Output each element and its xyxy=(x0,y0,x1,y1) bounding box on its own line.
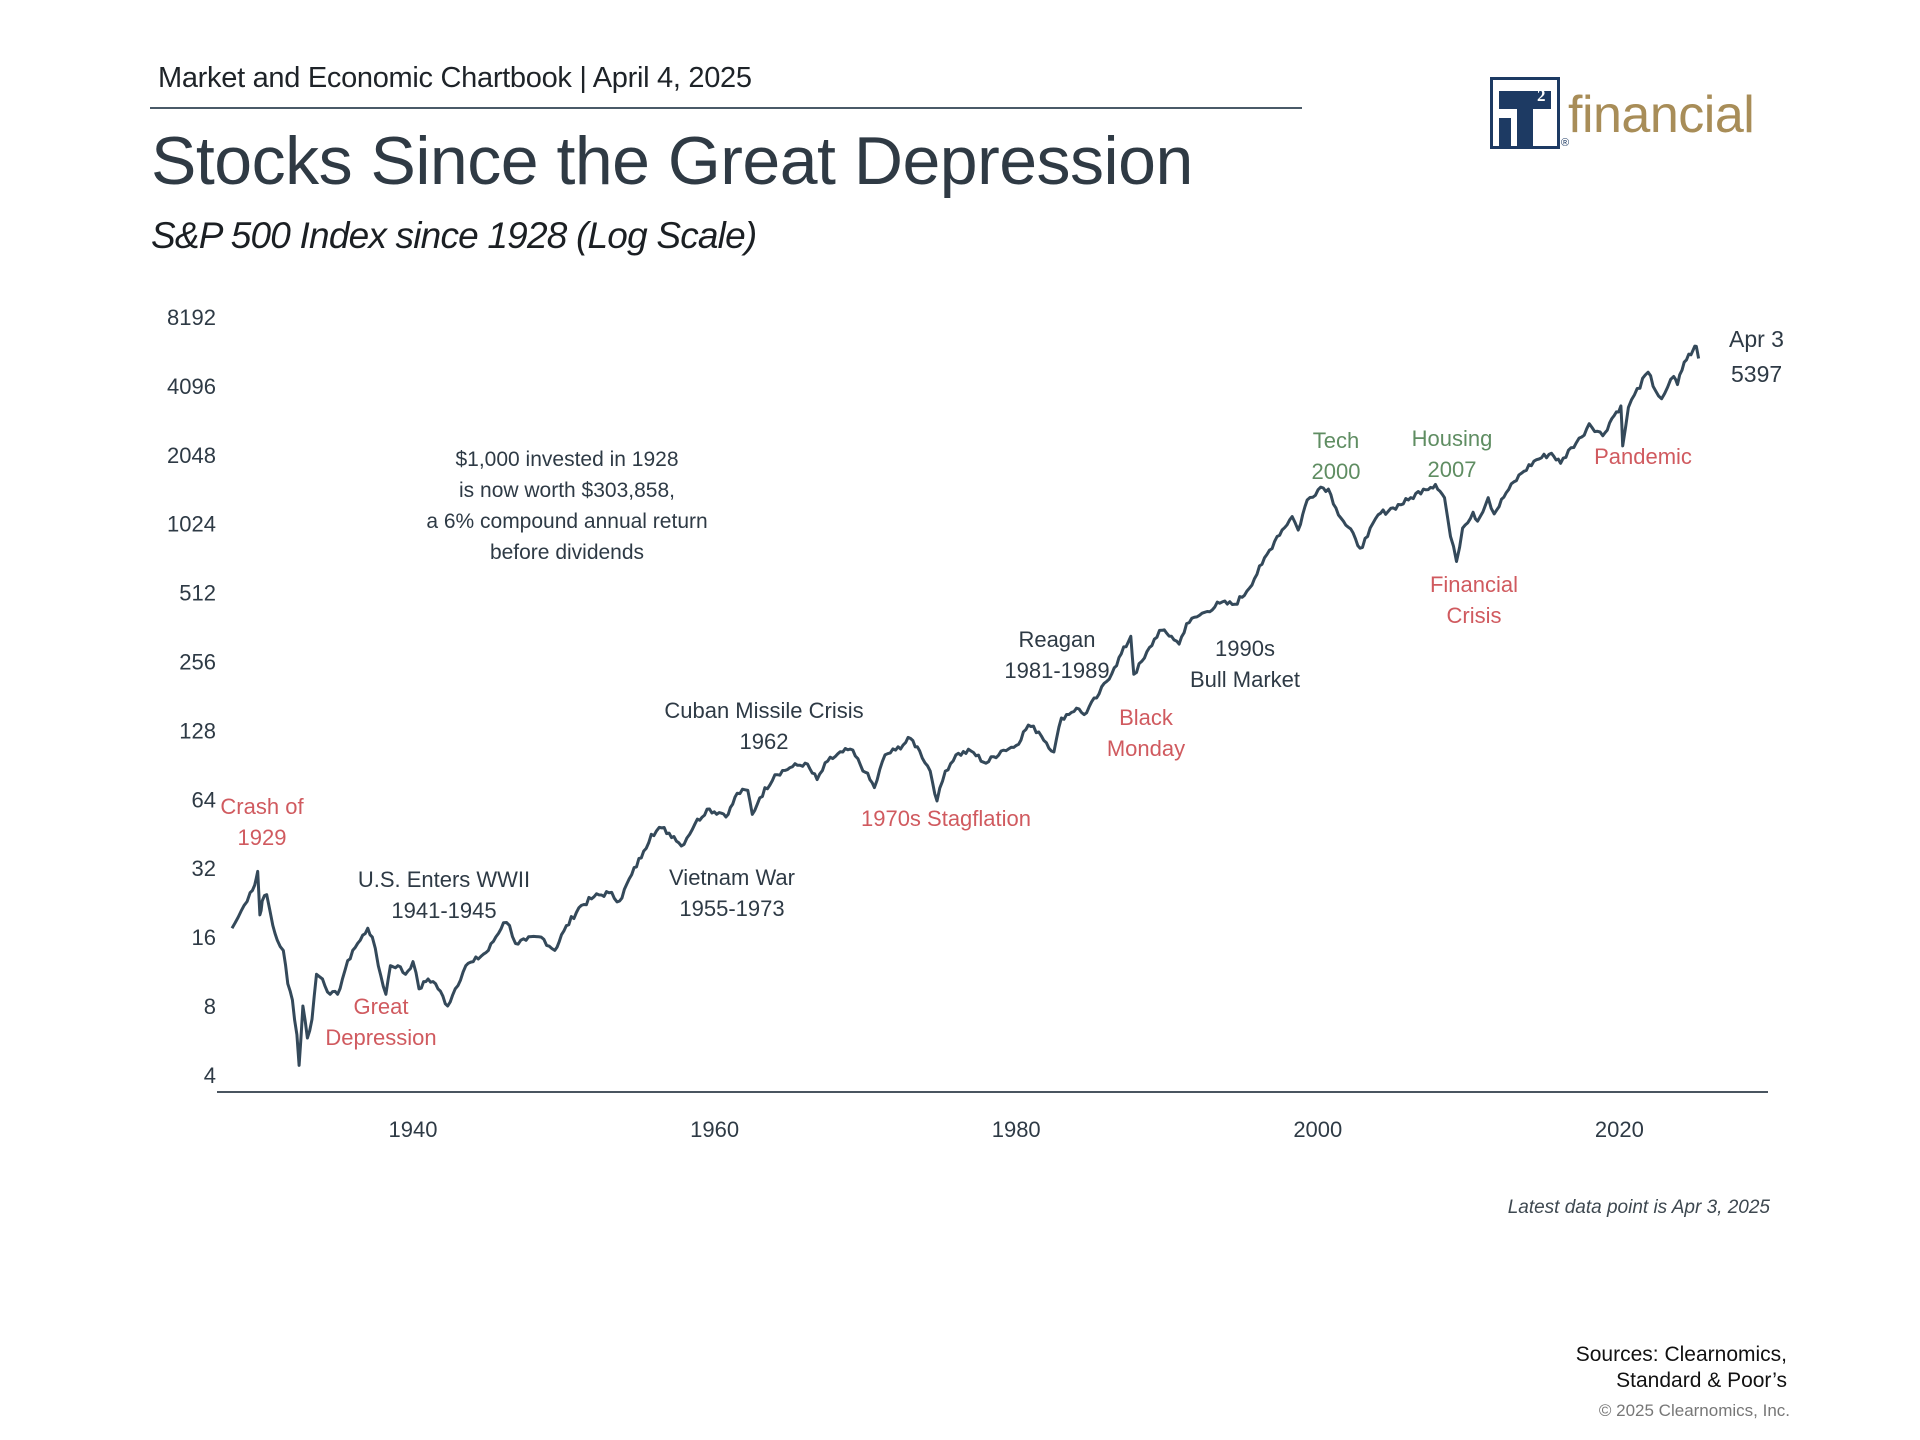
y-tick-label: 512 xyxy=(179,581,216,606)
latest-data-note: Latest data point is Apr 3, 2025 xyxy=(1507,1197,1770,1218)
annotation-line: U.S. Enters WWII xyxy=(358,867,530,892)
annotation-line: 2007 xyxy=(1428,457,1477,482)
y-tick-label: 4096 xyxy=(167,374,216,399)
annotation-reagan: Reagan 1981-1989 xyxy=(1004,627,1109,683)
annotation-cuban: Cuban Missile Crisis 1962 xyxy=(664,698,863,754)
y-tick-label: 256 xyxy=(179,650,216,675)
x-axis-ticks: 1940 1960 1980 2000 2020 xyxy=(389,1117,1644,1142)
y-tick-label: 1024 xyxy=(167,512,216,537)
annotation-line: Reagan xyxy=(1018,627,1095,652)
annotation-stagflation: 1970s Stagflation xyxy=(861,806,1031,831)
annotation-line: a 6% compound annual return xyxy=(426,510,707,533)
annotation-line: 1962 xyxy=(740,729,789,754)
annotation-line: 1981-1989 xyxy=(1004,658,1109,683)
annotation-line: 2000 xyxy=(1312,459,1361,484)
annotation-line: Bull Market xyxy=(1190,667,1300,692)
logo-wordmark: financial xyxy=(1568,86,1755,144)
y-tick-label: 128 xyxy=(179,718,216,743)
annotation-line: Black xyxy=(1119,705,1174,730)
annotation-line: Housing xyxy=(1412,426,1493,451)
annotation-line: Crash of xyxy=(220,794,304,819)
annotation-line: Depression xyxy=(325,1025,436,1050)
annotation-line: Cuban Missile Crisis xyxy=(664,698,863,723)
header-divider xyxy=(150,107,1302,109)
annotation-line: 1955-1973 xyxy=(679,896,784,921)
annotation-line: Tech xyxy=(1313,428,1359,453)
annotation-housing: Housing 2007 xyxy=(1412,426,1493,482)
page-subtitle: S&P 500 Index since 1928 (Log Scale) xyxy=(151,215,757,256)
sources-line-1: Sources: Clearnomics, xyxy=(1575,1343,1787,1366)
annotation-bull-90s: 1990s Bull Market xyxy=(1190,636,1300,692)
sp500-series-line xyxy=(230,344,1701,1067)
y-axis-ticks: 4 8 16 32 64 128 256 512 1024 2048 4096 8192 xyxy=(167,305,216,1088)
x-tick-label: 2020 xyxy=(1595,1117,1644,1142)
sources-note: Sources: Clearnomics, Standard & Poor’s xyxy=(1576,1342,1787,1394)
annotation-line: Financial xyxy=(1430,572,1518,597)
y-tick-label: 4 xyxy=(204,1063,216,1088)
registered-mark: ® xyxy=(1561,137,1570,149)
annotation-line: 1990s xyxy=(1215,636,1275,661)
company-logo: 2 ® financial xyxy=(1490,77,1780,157)
end-label-value: 5397 xyxy=(1731,361,1782,387)
x-tick-label: 1960 xyxy=(690,1117,739,1142)
annotation-line: is now worth $303,858, xyxy=(459,479,675,502)
chartbook-header: Market and Economic Chartbook | April 4,… xyxy=(158,62,752,94)
annotation-line: Great xyxy=(353,994,408,1019)
sources-line-2: Standard & Poor’s xyxy=(1616,1369,1787,1392)
annotation-invested: $1,000 invested in 1928 is now worth $303… xyxy=(426,448,707,564)
copyright: © 2025 Clearnomics, Inc. xyxy=(1598,1401,1790,1420)
annotation-line: Monday xyxy=(1107,736,1185,761)
annotation-line: $1,000 invested in 1928 xyxy=(455,448,678,471)
y-tick-label: 8192 xyxy=(167,305,216,330)
annotation-wwii: U.S. Enters WWII 1941-1945 xyxy=(358,867,530,923)
y-tick-label: 16 xyxy=(192,925,216,950)
y-tick-label: 32 xyxy=(192,856,216,881)
y-tick-label: 2048 xyxy=(167,443,216,468)
page-title: Stocks Since the Great Depression xyxy=(151,123,1193,199)
chart-annotations: $1,000 invested in 1928 is now worth $303… xyxy=(220,426,1692,1050)
x-tick-label: 1980 xyxy=(992,1117,1041,1142)
annotation-line: Vietnam War xyxy=(669,865,795,890)
annotation-vietnam: Vietnam War 1955-1973 xyxy=(669,865,795,921)
logo-mark-icon: 2 xyxy=(1490,77,1560,149)
annotation-line: Crisis xyxy=(1447,603,1502,628)
annotation-line: before dividends xyxy=(490,541,644,564)
y-tick-label: 8 xyxy=(204,994,216,1019)
annotation-black-monday: Black Monday xyxy=(1107,705,1185,761)
annotation-great-depression: Great Depression xyxy=(325,994,436,1050)
annotation-line: 1970s Stagflation xyxy=(861,806,1031,831)
annotation-pandemic: Pandemic xyxy=(1594,444,1692,469)
annotation-crash-1929: Crash of 1929 xyxy=(220,794,304,850)
annotation-line: 1929 xyxy=(238,825,287,850)
x-tick-label: 2000 xyxy=(1293,1117,1342,1142)
logo-superscript: 2 xyxy=(1537,86,1546,105)
annotation-line: Pandemic xyxy=(1594,444,1692,469)
annotation-financial-crisis: Financial Crisis xyxy=(1430,572,1518,628)
y-tick-label: 64 xyxy=(192,787,216,812)
end-label-date: Apr 3 xyxy=(1729,326,1784,352)
x-tick-label: 1940 xyxy=(389,1117,438,1142)
annotation-line: 1941-1945 xyxy=(391,898,496,923)
annotation-tech: Tech 2000 xyxy=(1312,428,1361,484)
